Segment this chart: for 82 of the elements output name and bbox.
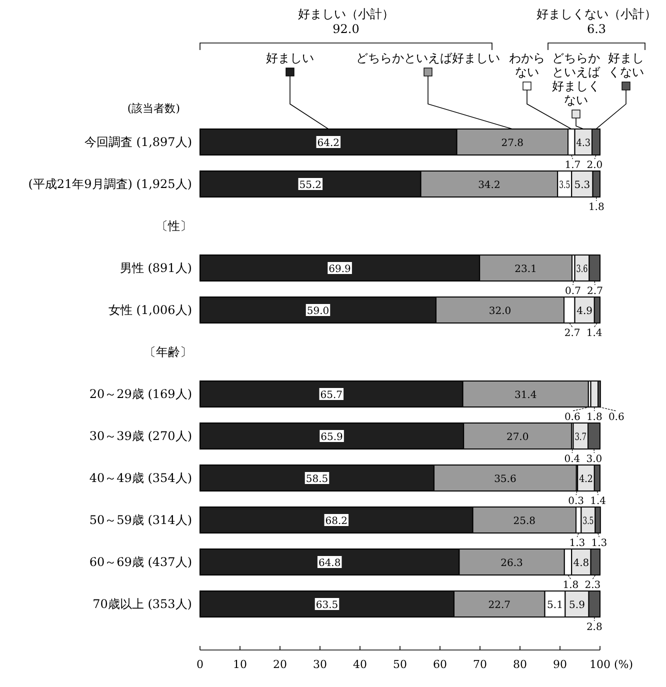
data-label: 27.0 [506,432,529,443]
data-label: 5.9 [569,600,585,611]
text: 好ましくない（小計） 6.3 [536,7,656,36]
x-tick-label: 80 [513,658,527,671]
data-label: 2.3 [584,580,601,591]
data-label: 5.3 [574,180,590,191]
x-tick-label: 20 [273,658,287,671]
y-tick-label: 〔年齢〕 [144,345,192,359]
x-tick-label: 90 [553,658,567,671]
data-label: 2.7 [564,328,580,339]
data-label: 63.5 [316,600,338,611]
data-label: 25.8 [513,516,536,527]
x-tick-label: 0 [196,658,204,671]
data-label: 22.7 [488,600,511,611]
data-label: 0.4 [564,454,580,465]
data-label: 1.3 [569,538,586,549]
data-label: 59.0 [306,306,330,317]
y-tick-label: 60～69歳 (437人) [89,555,192,569]
text: (該当者数) [127,102,180,115]
data-label: 1.8 [588,202,604,213]
data-label: 69.9 [328,264,351,275]
data-label: 65.9 [320,432,343,443]
data-label: 35.6 [494,474,516,485]
data-label: 27.8 [501,138,524,149]
data-label: 1.8 [586,412,602,423]
data-label: 0.3 [568,496,584,507]
x-tick-label: 10 [233,658,247,671]
data-label: 64.2 [317,138,340,149]
data-label: 2.8 [586,622,602,633]
data-label: 1.4 [590,496,606,507]
text: 好ましい（小計） 92.0 [298,7,394,36]
data-label: 3.7 [574,432,591,443]
data-label: 65.7 [320,390,343,401]
legend-label: どちらかといえば好ましくない [552,51,601,107]
y-tick-label: 40～49歳 (354人) [89,471,192,485]
data-label: 3.5 [582,516,599,527]
data-label: 4.8 [573,558,590,569]
y-tick-label: (平成21年9月調査) (1,925人) [28,177,192,191]
data-label: 1.7 [564,160,581,171]
data-label: 1.4 [586,328,602,339]
x-tick-label: 40 [353,658,367,671]
data-label: 31.4 [514,390,537,401]
y-tick-label: 〔性〕 [156,219,192,233]
data-label: 23.1 [514,264,537,275]
data-label: 68.2 [325,516,348,527]
data-label: 64.8 [318,558,341,569]
text: わからない [509,51,545,79]
x-tick-label: 60 [433,658,447,671]
y-tick-label: 男性 (891人) [120,261,192,275]
data-label: 0.7 [565,286,581,297]
data-label: 58.5 [306,474,328,485]
x-tick-label: 50 [393,658,407,671]
data-label: 3.5 [559,180,576,191]
data-label: 32.0 [488,306,512,317]
text: 好ましくない [608,51,644,79]
data-label: 1.3 [591,538,608,549]
data-label: 34.2 [478,180,500,191]
x-axis-title: (%) [614,658,634,671]
y-tick-label: 今回調査 (1,897人) [84,135,192,149]
data-label: 26.3 [500,558,523,569]
data-label: 0.6 [564,412,580,423]
x-tick-label: 100 [590,658,610,671]
data-label: 2.7 [587,286,603,297]
x-tick-label: 70 [473,658,487,671]
y-tick-label: 30～39歳 (270人) [89,429,192,443]
x-tick-label: 30 [313,658,327,671]
data-label: 55.2 [299,180,322,191]
text: 好ましい [266,51,314,65]
data-label: 3.6 [576,264,592,275]
data-label: 2.0 [586,160,603,171]
data-label: 3.0 [586,454,602,465]
y-tick-label: 20～29歳 (169人) [89,387,192,401]
text: どちらかといえば好ましい [356,51,500,65]
y-tick-label: 50～59歳 (314人) [89,513,192,527]
data-label: 5.1 [547,600,563,611]
data-label: 4.3 [576,138,592,149]
y-tick-label: 70歳以上 (353人) [92,597,192,611]
data-label: 4.2 [579,474,596,485]
y-tick-label: 女性 (1,006人) [108,303,192,317]
data-label: 0.6 [608,412,624,423]
data-label: 4.9 [576,306,593,317]
data-label: 1.8 [562,580,579,591]
